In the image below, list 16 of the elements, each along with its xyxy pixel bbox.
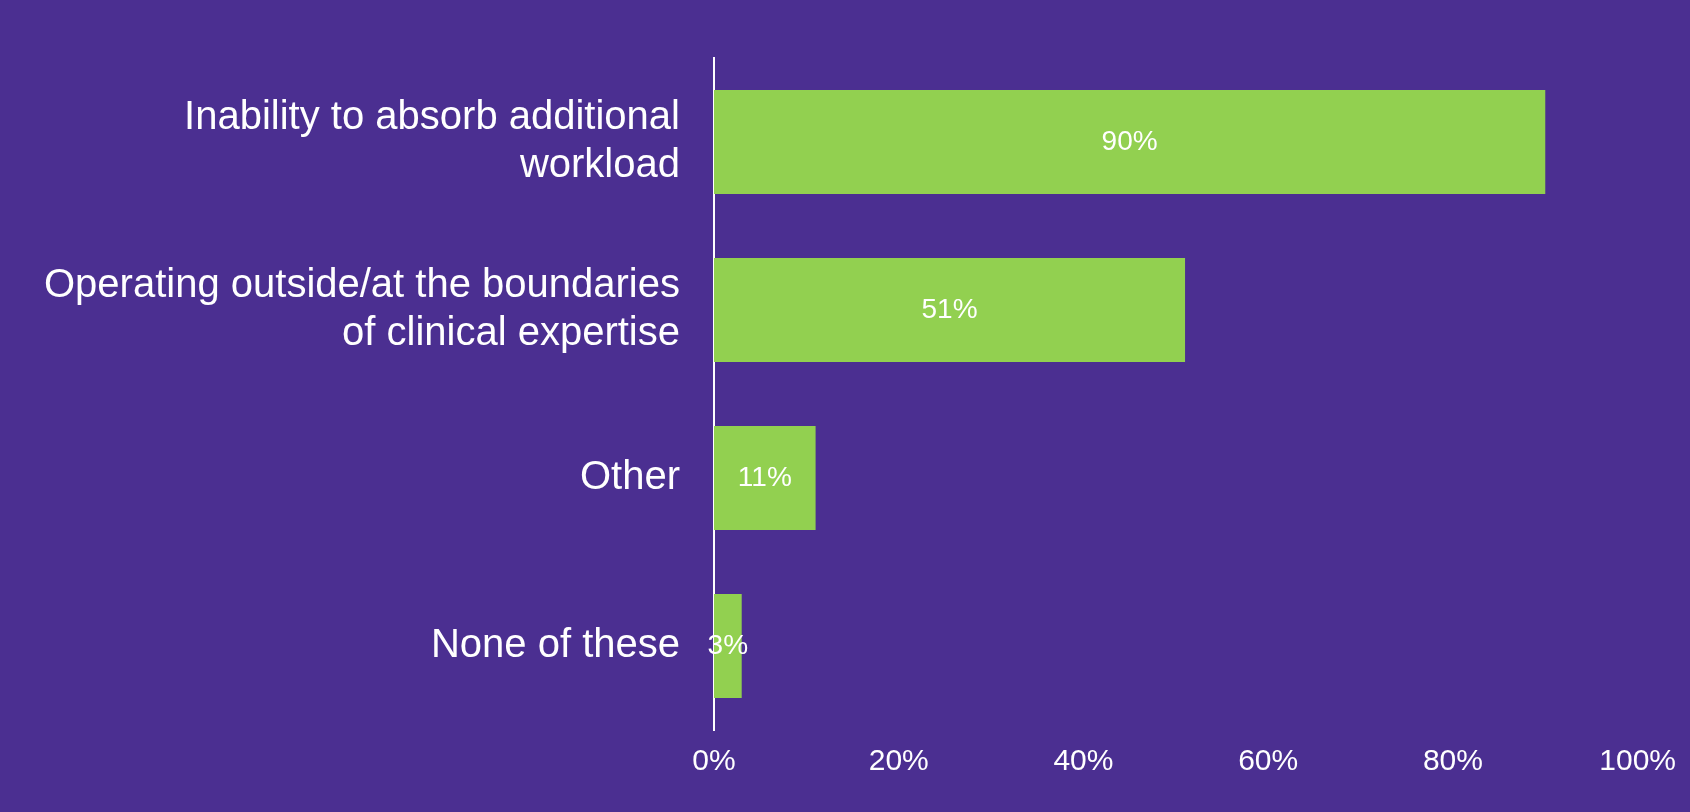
data-label: 90% (1101, 124, 1158, 156)
x-tick-label: 100% (1599, 743, 1676, 777)
y-tick-label: Operating outside/at the boundaries of clinical expertise (44, 261, 680, 354)
x-tick-label: 60% (1238, 743, 1299, 777)
y-tick-label: Inability to absorb additional workload (184, 93, 680, 186)
data-label: 51% (921, 292, 978, 324)
y-tick-label: None of these (430, 621, 680, 666)
bar (714, 89, 1546, 195)
y-tick-label: Other (579, 453, 680, 498)
x-tick-label: 80% (1422, 743, 1483, 777)
data-label: 11% (737, 460, 792, 492)
x-tick-label: 20% (868, 743, 929, 777)
x-tick-label: 40% (1053, 743, 1114, 777)
bar (714, 257, 1186, 363)
bar (714, 425, 816, 531)
x-tick-label: 0% (692, 743, 736, 777)
